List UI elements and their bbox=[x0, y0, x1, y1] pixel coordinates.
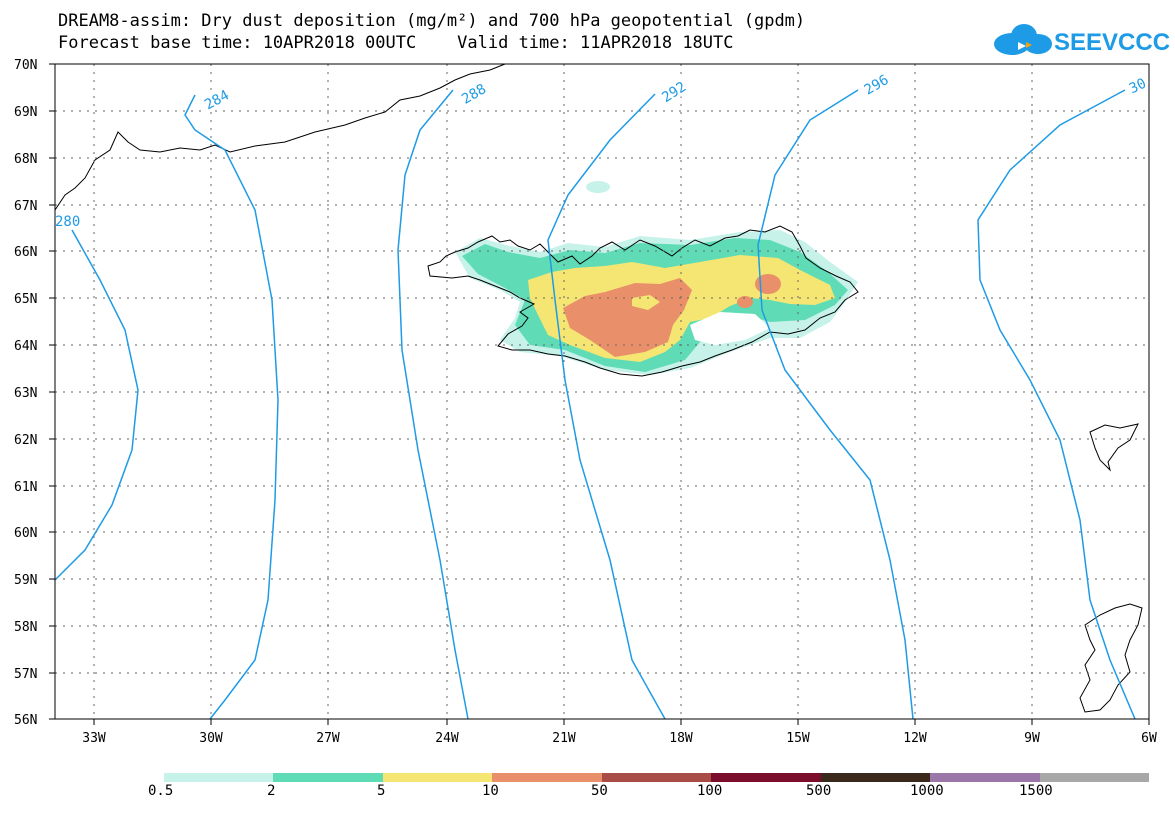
dust-10-50 bbox=[563, 278, 692, 357]
legend-label: 1000 bbox=[910, 783, 944, 799]
legend-label: 100 bbox=[697, 783, 723, 799]
lat-label: 67N bbox=[14, 199, 37, 214]
lon-label: 6W bbox=[1141, 731, 1157, 746]
lon-label: 24W bbox=[435, 731, 459, 746]
contour-label-280: 280 bbox=[55, 214, 80, 230]
map-title-line2: Forecast base time: 10APR2018 00UTC Vali… bbox=[58, 33, 734, 53]
lon-label: 15W bbox=[786, 731, 810, 746]
contour-300 bbox=[977, 89, 1136, 720]
lat-label: 70N bbox=[14, 58, 37, 73]
lat-label: 61N bbox=[14, 480, 37, 495]
legend-label: 0.5 bbox=[148, 783, 174, 799]
lon-label: 33W bbox=[82, 731, 106, 746]
lat-label: 64N bbox=[14, 339, 37, 354]
contour-280 bbox=[54, 229, 139, 581]
contour-label-300: 30 bbox=[1127, 76, 1149, 98]
dust-10-50-patch bbox=[632, 295, 660, 310]
contour-292 bbox=[547, 93, 666, 720]
contour-288 bbox=[397, 89, 469, 720]
lat-label: 57N bbox=[14, 667, 37, 682]
geopotential-contours bbox=[54, 89, 1136, 720]
legend-swatch bbox=[1039, 773, 1149, 782]
contour-296 bbox=[757, 89, 914, 720]
legend-swatch bbox=[601, 773, 712, 782]
graticule bbox=[55, 64, 1149, 719]
lon-label: 12W bbox=[903, 731, 927, 746]
lat-label: 62N bbox=[14, 433, 37, 448]
lat-label: 58N bbox=[14, 620, 37, 635]
lat-label: 65N bbox=[14, 292, 37, 307]
legend-label: 5 bbox=[377, 783, 386, 799]
legend-swatch bbox=[273, 773, 383, 782]
dust-0.5-2-north bbox=[586, 181, 610, 193]
scotland-coast bbox=[1079, 603, 1143, 713]
dust-none-glacier bbox=[690, 312, 770, 345]
lat-label: 60N bbox=[14, 526, 37, 541]
lat-label: 63N bbox=[14, 386, 37, 401]
lon-label: 30W bbox=[199, 731, 223, 746]
lat-label: 66N bbox=[14, 245, 37, 260]
legend-label: 10 bbox=[482, 783, 499, 799]
lat-label: 59N bbox=[14, 573, 37, 588]
iceland-coast bbox=[427, 225, 859, 377]
seevccc-logo: SEEVCCC bbox=[994, 24, 1170, 56]
legend-swatch bbox=[492, 773, 602, 782]
lat-label: 68N bbox=[14, 152, 37, 167]
legend-swatch bbox=[711, 773, 821, 782]
legend-swatch bbox=[382, 773, 493, 782]
legend-swatch bbox=[820, 773, 931, 782]
legend-label: 500 bbox=[806, 783, 832, 799]
dust-10-50-east2 bbox=[737, 296, 753, 308]
map-title-line1: DREAM8-assim: Dry dust deposition (mg/m²… bbox=[58, 11, 806, 31]
lon-label: 18W bbox=[669, 731, 693, 746]
contour-284 bbox=[184, 94, 279, 720]
greenland-coast bbox=[54, 63, 506, 211]
lon-label: 9W bbox=[1024, 731, 1040, 746]
legend-swatch bbox=[930, 773, 1040, 782]
color-legend bbox=[164, 773, 1149, 782]
dust-10-50-east bbox=[755, 274, 781, 294]
legend-label: 2 bbox=[267, 783, 276, 799]
coastlines bbox=[54, 63, 1143, 713]
lon-label: 21W bbox=[552, 731, 576, 746]
lat-label: 56N bbox=[14, 713, 37, 728]
longitude-labels: 33W 30W 27W 24W 21W 18W 15W 12W 9W 6W bbox=[82, 731, 1157, 746]
tick-marks bbox=[49, 63, 1150, 725]
logo-text: SEEVCCC bbox=[1054, 29, 1170, 56]
legend-label: 50 bbox=[591, 783, 608, 799]
latitude-labels: 70N 69N 68N 67N 66N 65N 64N 63N 62N 61N … bbox=[14, 58, 37, 728]
lat-label: 69N bbox=[14, 105, 37, 120]
faroe-islands bbox=[1089, 423, 1139, 472]
cloud-icon bbox=[994, 24, 1052, 55]
lon-label: 27W bbox=[316, 731, 340, 746]
legend-swatch bbox=[164, 773, 274, 782]
legend-label: 1500 bbox=[1019, 783, 1053, 799]
